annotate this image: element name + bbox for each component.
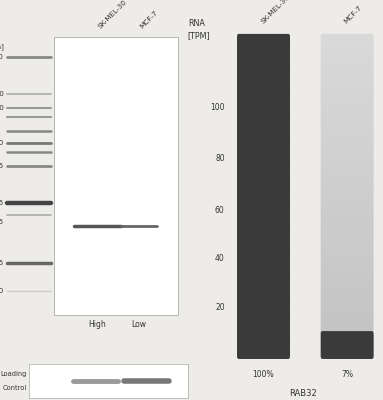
Text: 20: 20 <box>215 303 225 312</box>
Text: High: High <box>88 320 106 330</box>
FancyBboxPatch shape <box>237 344 290 359</box>
FancyBboxPatch shape <box>321 71 374 86</box>
FancyBboxPatch shape <box>237 195 290 210</box>
FancyBboxPatch shape <box>321 207 374 223</box>
FancyBboxPatch shape <box>321 59 374 74</box>
FancyBboxPatch shape <box>321 331 374 346</box>
FancyBboxPatch shape <box>237 133 290 148</box>
FancyBboxPatch shape <box>321 46 374 62</box>
FancyBboxPatch shape <box>237 46 290 62</box>
FancyBboxPatch shape <box>237 71 290 86</box>
FancyBboxPatch shape <box>237 108 290 124</box>
FancyBboxPatch shape <box>237 182 290 198</box>
FancyBboxPatch shape <box>237 306 290 322</box>
Text: 100: 100 <box>0 105 4 111</box>
Text: 250: 250 <box>0 54 4 60</box>
FancyBboxPatch shape <box>321 294 374 310</box>
FancyBboxPatch shape <box>237 257 290 272</box>
Text: RNA: RNA <box>188 20 205 28</box>
FancyBboxPatch shape <box>321 133 374 148</box>
FancyBboxPatch shape <box>237 282 290 297</box>
FancyBboxPatch shape <box>321 108 374 124</box>
FancyBboxPatch shape <box>321 145 374 161</box>
Text: MCF-7: MCF-7 <box>139 10 159 30</box>
FancyBboxPatch shape <box>237 96 290 111</box>
FancyBboxPatch shape <box>321 34 374 49</box>
Text: 60: 60 <box>215 206 225 215</box>
Text: 70: 70 <box>0 140 4 146</box>
Text: 15: 15 <box>0 260 4 266</box>
FancyBboxPatch shape <box>321 282 374 297</box>
FancyBboxPatch shape <box>321 269 374 285</box>
FancyBboxPatch shape <box>237 294 290 310</box>
FancyBboxPatch shape <box>321 220 374 235</box>
FancyBboxPatch shape <box>54 37 178 315</box>
Text: SK-MEL-30: SK-MEL-30 <box>260 0 291 25</box>
Text: Low: Low <box>131 320 146 330</box>
FancyBboxPatch shape <box>237 220 290 235</box>
FancyBboxPatch shape <box>321 96 374 111</box>
Text: 40: 40 <box>215 254 225 263</box>
FancyBboxPatch shape <box>321 120 374 136</box>
Text: 25: 25 <box>0 219 4 226</box>
FancyBboxPatch shape <box>321 182 374 198</box>
FancyBboxPatch shape <box>237 207 290 223</box>
Text: [TPM]: [TPM] <box>188 32 211 40</box>
Text: 80: 80 <box>215 154 225 164</box>
Text: 7%: 7% <box>341 370 353 379</box>
Text: MCF-7: MCF-7 <box>343 4 363 25</box>
FancyBboxPatch shape <box>237 232 290 248</box>
FancyBboxPatch shape <box>321 170 374 186</box>
FancyBboxPatch shape <box>237 269 290 285</box>
FancyBboxPatch shape <box>321 232 374 248</box>
Text: SK-MEL-30: SK-MEL-30 <box>97 0 128 30</box>
FancyBboxPatch shape <box>237 59 290 74</box>
FancyBboxPatch shape <box>321 257 374 272</box>
FancyBboxPatch shape <box>237 120 290 136</box>
FancyBboxPatch shape <box>237 158 290 173</box>
FancyBboxPatch shape <box>321 306 374 322</box>
FancyBboxPatch shape <box>321 319 374 334</box>
Text: RAB32: RAB32 <box>290 389 317 398</box>
Text: 10: 10 <box>0 288 4 294</box>
Text: 100: 100 <box>210 103 225 112</box>
FancyBboxPatch shape <box>321 344 374 359</box>
Text: 130: 130 <box>0 92 4 98</box>
Text: [kDa]: [kDa] <box>0 44 4 50</box>
FancyBboxPatch shape <box>321 195 374 210</box>
Text: 35: 35 <box>0 200 4 206</box>
Text: Control: Control <box>3 386 27 392</box>
Text: 100%: 100% <box>253 370 274 379</box>
Text: 55: 55 <box>0 163 4 169</box>
FancyBboxPatch shape <box>237 34 290 49</box>
Text: Loading: Loading <box>1 370 27 376</box>
FancyBboxPatch shape <box>321 84 374 99</box>
FancyBboxPatch shape <box>237 319 290 334</box>
FancyBboxPatch shape <box>237 244 290 260</box>
FancyBboxPatch shape <box>237 84 290 99</box>
FancyBboxPatch shape <box>321 158 374 173</box>
FancyBboxPatch shape <box>237 331 290 346</box>
FancyBboxPatch shape <box>321 244 374 260</box>
FancyBboxPatch shape <box>237 170 290 186</box>
FancyBboxPatch shape <box>237 145 290 161</box>
